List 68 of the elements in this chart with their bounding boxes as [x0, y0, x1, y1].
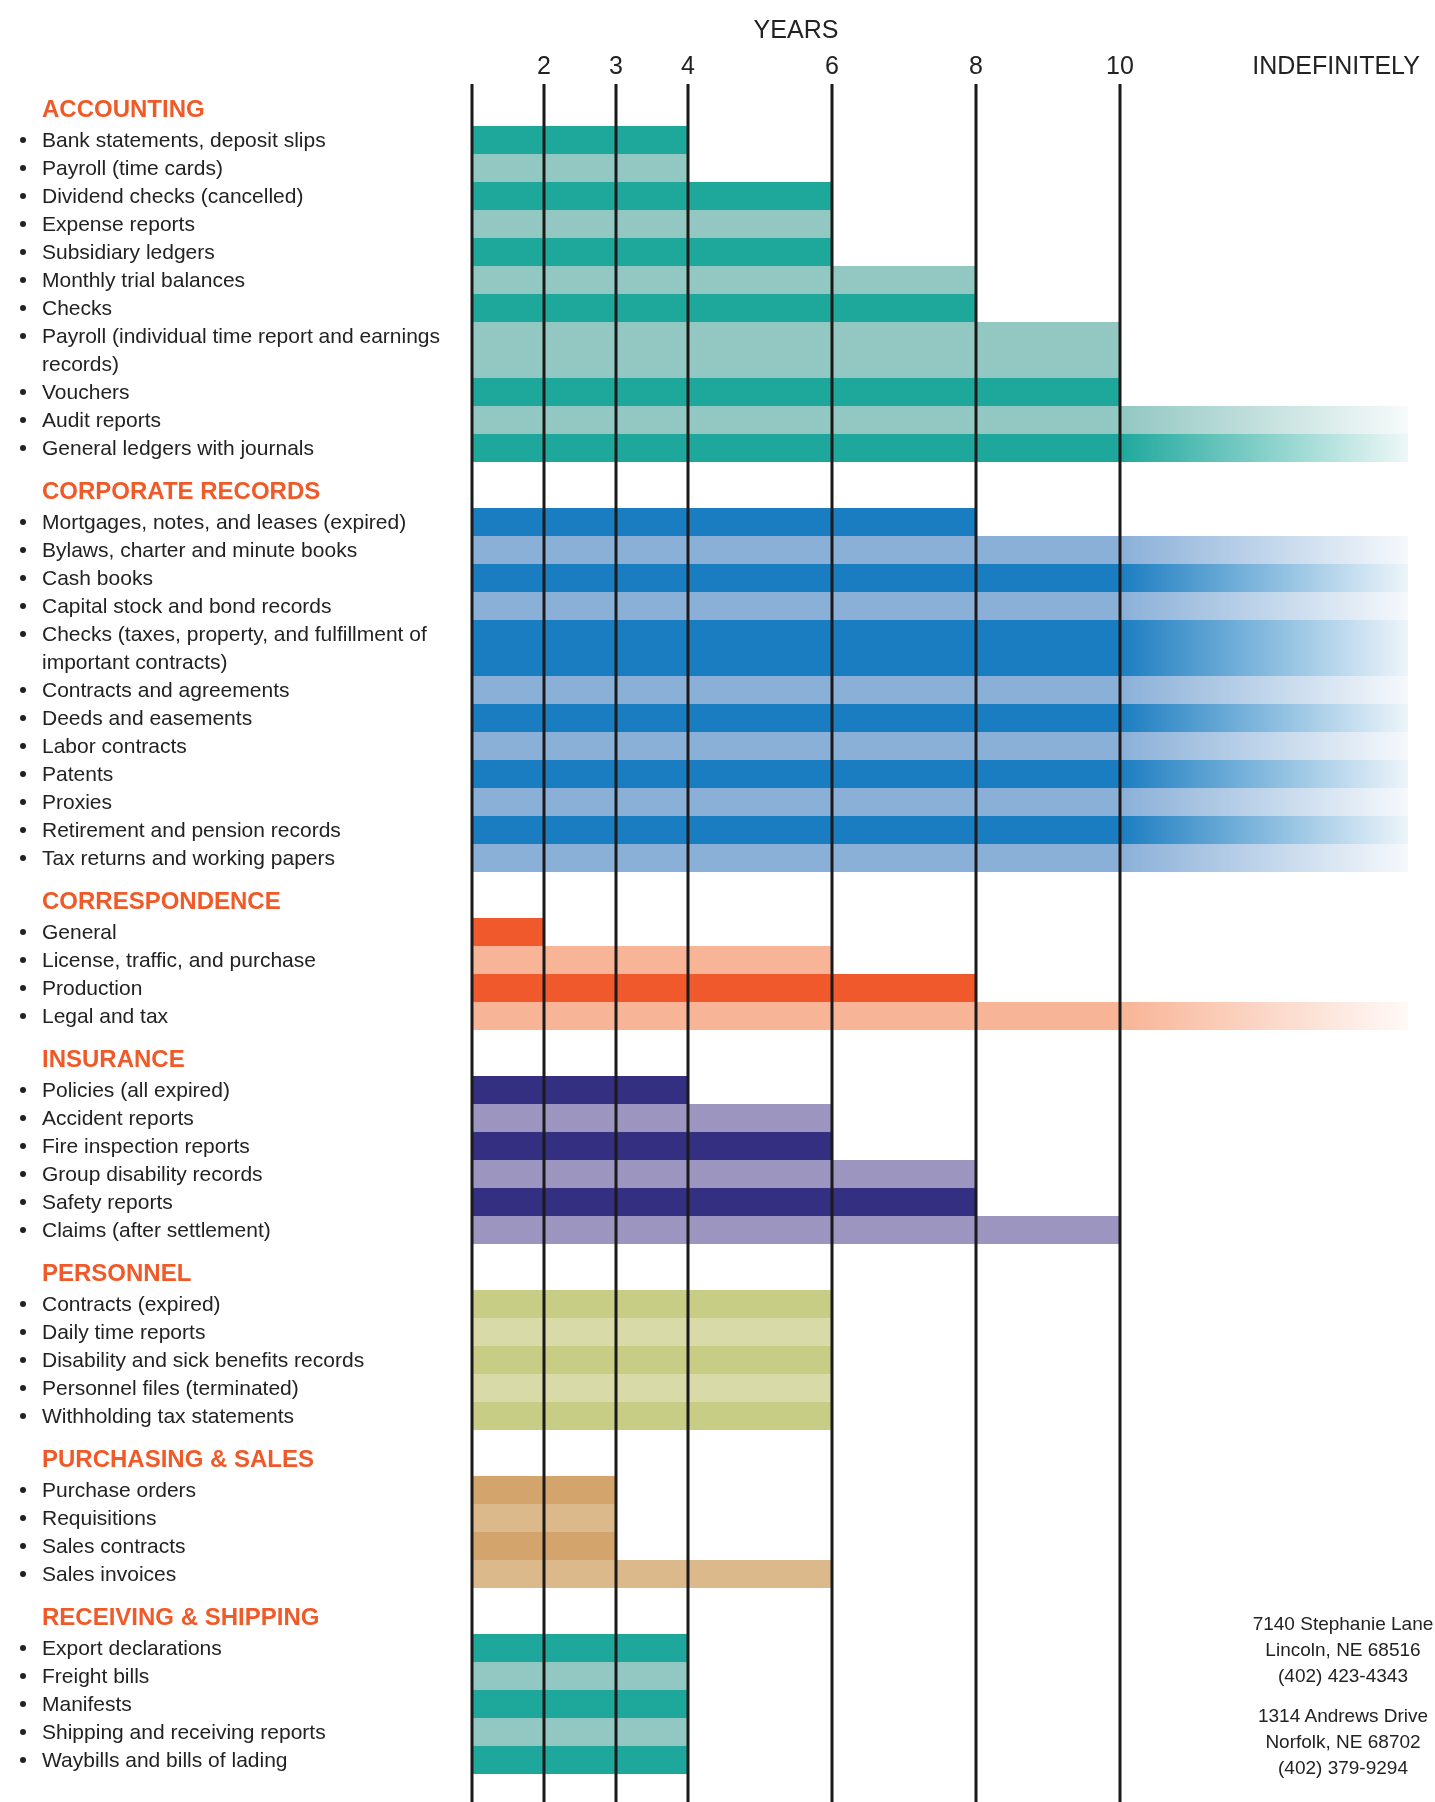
y-tick-label: RECEIVING & SHIPPING — [42, 1603, 320, 1630]
y-tick-label: Manifests — [42, 1692, 132, 1715]
y-tick-label: Proxies — [42, 790, 113, 813]
y-tick-label: License, traffic, and purchase — [42, 948, 316, 971]
y-tick-label: Sales invoices — [42, 1562, 177, 1585]
y-tick-label: Legal and tax — [42, 1004, 169, 1027]
y-tick-label: Personnel files (terminated) — [42, 1376, 299, 1399]
y-tick-label: Vouchers — [42, 380, 130, 403]
y-tick-label: Monthly trial balances — [42, 268, 246, 291]
y-tick-label: Mortgages, notes, and leases (expired) — [42, 510, 407, 533]
y-tick-label: Payroll (individual time report and earnings records) — [42, 324, 441, 375]
y-tick-label: Tax returns and working papers — [42, 846, 335, 869]
y-tick-label: Purchase orders — [42, 1478, 197, 1501]
y-tick-label: Payroll (time cards) — [42, 156, 223, 179]
y-tick-label: Sales contracts — [42, 1534, 186, 1557]
y-tick-label: Claims (after settlement) — [42, 1218, 271, 1241]
y-tick-label: Bank statements, deposit slips — [42, 128, 326, 151]
y-tick-label: Shipping and receiving reports — [42, 1720, 326, 1743]
y-tick-label: Retirement and pension records — [42, 818, 341, 841]
y-tick-label: Fire inspection reports — [42, 1134, 250, 1157]
y-tick-label: Freight bills — [42, 1664, 150, 1687]
annotation: (402) 379-9294 — [1278, 1757, 1409, 1778]
y-tick-label: Bylaws, charter and minute books — [42, 538, 358, 561]
annotation: (402) 423-4343 — [1278, 1665, 1408, 1686]
y-tick-label: Capital stock and bond records — [42, 594, 332, 617]
y-tick-label: General ledgers with journals — [42, 436, 314, 459]
annotation: 1314 Andrews Drive — [1257, 1705, 1429, 1726]
x-tick-label: 6 — [825, 51, 839, 79]
y-tick-label: Patents — [42, 762, 114, 785]
y-tick-label: ACCOUNTING — [42, 95, 205, 122]
y-tick-label: Withholding tax statements — [42, 1404, 295, 1427]
y-tick-label: Dividend checks (cancelled) — [42, 184, 304, 207]
y-tick-label: CORPORATE RECORDS — [42, 477, 321, 504]
y-tick-label: Daily time reports — [42, 1320, 206, 1343]
annotation: 7140 Stephanie Lane — [1252, 1613, 1434, 1634]
x-tick-label: 8 — [969, 51, 983, 79]
y-tick-label: Expense reports — [42, 212, 195, 235]
x-tick-label: 4 — [681, 51, 696, 79]
annotation: Norfolk, NE 68702 — [1265, 1731, 1421, 1752]
y-tick-label: INSURANCE — [42, 1045, 185, 1072]
y-tick-label: Requisitions — [42, 1506, 157, 1529]
y-tick-label: Export declarations — [42, 1636, 222, 1659]
y-tick-label: Contracts (expired) — [42, 1292, 221, 1315]
x-axis-title: YEARS — [753, 15, 839, 43]
x-tick-label: 2 — [537, 51, 551, 79]
y-tick-label: Policies (all expired) — [42, 1078, 230, 1101]
y-tick-label: Checks (taxes, property, and fulfillment of important contracts) — [42, 622, 427, 673]
y-tick-label: Audit reports — [42, 408, 162, 431]
y-tick-label: Waybills and bills of lading — [42, 1748, 288, 1771]
y-tick-label: Production — [42, 976, 143, 999]
y-tick-label: Disability and sick benefits records — [42, 1348, 365, 1371]
x-tick-label: 3 — [609, 51, 623, 79]
y-tick-label: Accident reports — [42, 1106, 194, 1129]
x-tick-label: INDEFINITELY — [1252, 51, 1421, 79]
y-tick-label: PERSONNEL — [42, 1259, 192, 1286]
x-tick-label: 10 — [1106, 51, 1134, 79]
y-tick-label: Cash books — [42, 566, 153, 589]
y-tick-label: Labor contracts — [42, 734, 187, 757]
y-tick-label: Deeds and easements — [42, 706, 253, 729]
y-tick-label: Group disability records — [42, 1162, 263, 1185]
y-tick-label: Contracts and agreements — [42, 678, 290, 701]
y-tick-label: Safety reports — [42, 1190, 173, 1213]
y-tick-label: PURCHASING & SALES — [42, 1445, 315, 1472]
y-tick-label: General — [42, 920, 117, 943]
y-tick-label: CORRESPONDENCE — [42, 887, 281, 914]
y-tick-label: Checks — [42, 296, 113, 319]
y-tick-label: Subsidiary ledgers — [42, 240, 215, 263]
annotation: Lincoln, NE 68516 — [1265, 1639, 1421, 1660]
